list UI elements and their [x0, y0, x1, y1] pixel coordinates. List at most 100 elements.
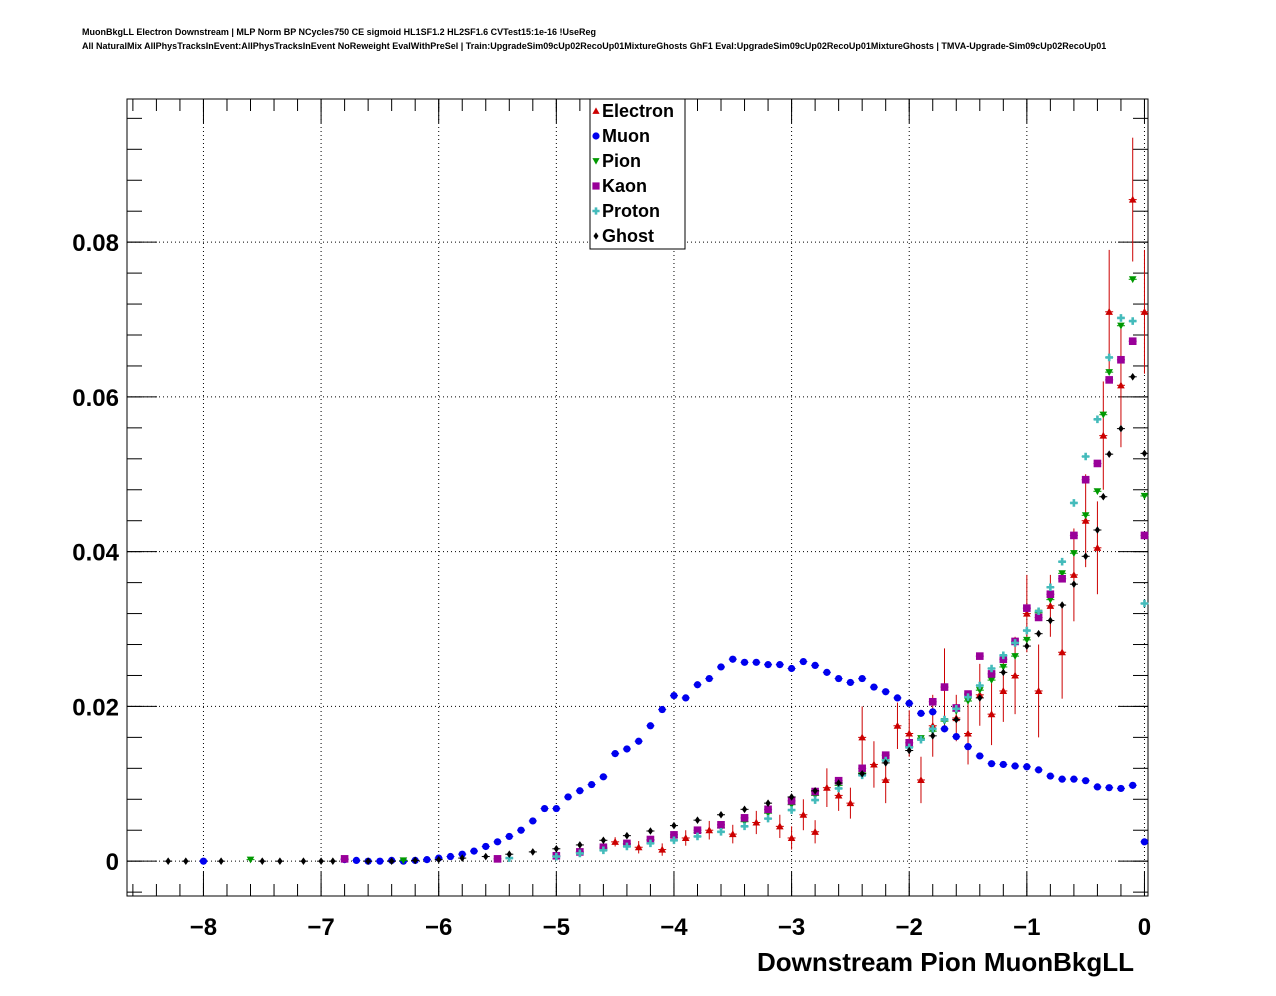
data-point [811, 827, 819, 835]
data-point [883, 759, 889, 767]
data-point [787, 797, 796, 805]
data-point [399, 857, 408, 865]
data-point [389, 857, 395, 865]
data-point [1094, 526, 1101, 534]
data-point [977, 694, 983, 702]
data-point [1046, 590, 1055, 599]
data-point [1129, 781, 1137, 789]
data-point [218, 857, 224, 865]
data-point [670, 691, 678, 700]
data-point [1070, 499, 1078, 507]
data-point [1023, 636, 1031, 644]
data-point [1071, 580, 1077, 588]
x-tick-label: −3 [778, 914, 805, 941]
data-point [728, 830, 737, 838]
legend-marker-electron [592, 107, 600, 114]
header-line-2: All NaturalMix AllPhysTracksInEvent:AllP… [82, 41, 1107, 51]
data-point [765, 799, 771, 807]
data-point [776, 661, 784, 669]
data-point [987, 760, 996, 768]
data-point [952, 733, 960, 741]
data-point [1046, 596, 1055, 604]
data-point [705, 674, 713, 683]
data-point [999, 687, 1008, 694]
data-point [717, 821, 725, 829]
data-point [1117, 314, 1125, 322]
data-point [530, 848, 536, 856]
data-point [964, 729, 972, 737]
x-tick-label: −7 [307, 914, 334, 941]
data-point [953, 715, 959, 724]
data-point [623, 842, 631, 851]
data-point [330, 857, 336, 865]
y-tick-labels: 0 0.02 0.04 0.06 0.08 [72, 230, 119, 876]
data-point [1140, 492, 1149, 500]
data-point [858, 764, 866, 773]
data-point [459, 854, 465, 862]
data-point [846, 799, 855, 807]
data-point [835, 779, 842, 787]
data-point [787, 664, 796, 673]
data-point [1058, 557, 1066, 566]
data-point [764, 814, 772, 823]
data-point [1035, 629, 1042, 638]
data-point [1034, 607, 1043, 616]
legend-marker-proton [592, 207, 600, 215]
data-point [917, 735, 925, 744]
data-point [1093, 415, 1102, 424]
data-point [846, 678, 855, 687]
y-tick-label: 0 [106, 849, 119, 876]
data-point [834, 791, 843, 799]
data-point [729, 655, 737, 663]
data-point [776, 822, 784, 830]
data-point [1059, 601, 1065, 609]
data-point [635, 737, 643, 745]
data-point [1140, 838, 1149, 846]
data-point [940, 725, 949, 733]
x-tick-label: −8 [190, 914, 217, 941]
data-point [300, 857, 307, 865]
data-point [183, 857, 189, 865]
data-point [693, 826, 702, 835]
data-point [1105, 376, 1113, 384]
data-point [1128, 276, 1137, 284]
data-point [493, 838, 502, 846]
data-point [682, 694, 690, 702]
data-point [787, 834, 796, 842]
data-point [881, 776, 890, 783]
data-point [599, 773, 607, 781]
y-tick-label: 0.04 [72, 540, 119, 567]
data-point [987, 670, 996, 678]
data-point [1046, 583, 1055, 592]
data-point [588, 780, 596, 789]
data-point [928, 697, 937, 706]
data-point [693, 681, 702, 689]
data-point [1106, 450, 1112, 458]
data-point [764, 661, 772, 669]
data-point [540, 804, 549, 813]
data-point [340, 855, 349, 863]
data-point [717, 663, 725, 671]
data-point [412, 856, 418, 865]
data-point [1023, 604, 1031, 612]
data-point [505, 832, 513, 841]
data-point [1047, 616, 1054, 625]
data-point [552, 804, 560, 813]
data-point [658, 705, 666, 714]
data-point [976, 752, 984, 760]
data-point [1081, 452, 1090, 461]
data-point [1117, 322, 1125, 330]
data-point [671, 821, 677, 830]
data-point [705, 826, 714, 834]
data-point [576, 849, 584, 858]
data-point [752, 818, 761, 826]
data-point [940, 683, 949, 691]
data-point [1058, 648, 1066, 656]
data-point [1070, 531, 1078, 540]
data-point [964, 743, 972, 751]
data-point [564, 793, 572, 801]
data-point [1128, 337, 1137, 345]
x-tick-label: −2 [896, 914, 923, 941]
data-point [694, 816, 701, 824]
data-point [1046, 772, 1054, 780]
